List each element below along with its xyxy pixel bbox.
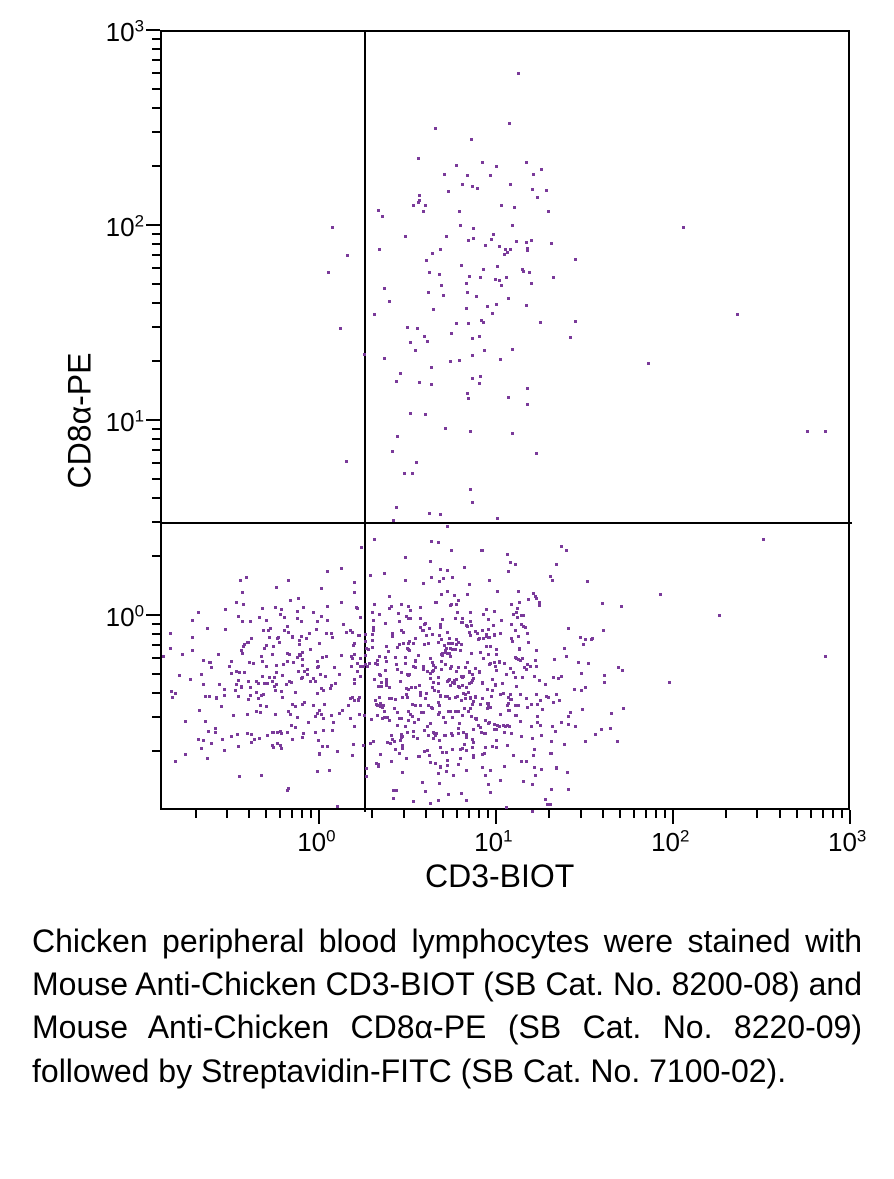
x-minor-tick (796, 810, 798, 818)
y-tick-label: 103 (96, 16, 144, 48)
y-minor-tick (152, 72, 160, 74)
x-minor-tick (442, 810, 444, 818)
y-minor-tick (152, 107, 160, 109)
x-minor-tick (487, 810, 489, 818)
y-minor-tick (152, 267, 160, 269)
y-tick (146, 419, 160, 421)
y-minor-tick (152, 750, 160, 752)
y-minor-tick (152, 644, 160, 646)
y-minor-tick (152, 673, 160, 675)
quadrant-divider-vertical (364, 32, 366, 812)
y-minor-tick (152, 462, 160, 464)
x-minor-tick (279, 810, 281, 818)
y-minor-tick (152, 428, 160, 430)
y-minor-tick (152, 59, 160, 61)
x-minor-tick (756, 810, 758, 818)
x-tick-label: 102 (651, 826, 689, 858)
plot-area (160, 30, 850, 810)
y-minor-tick (152, 165, 160, 167)
y-minor-tick (152, 555, 160, 557)
x-axis-label: CD3-BIOT (425, 858, 574, 895)
x-minor-tick (195, 810, 197, 818)
y-minor-tick (152, 521, 160, 523)
x-tick-label: 103 (828, 826, 866, 858)
x-minor-tick (310, 810, 312, 818)
x-minor-tick (633, 810, 635, 818)
x-minor-tick (580, 810, 582, 818)
x-minor-tick (645, 810, 647, 818)
x-minor-tick (248, 810, 250, 818)
x-minor-tick (841, 810, 843, 818)
y-minor-tick (152, 633, 160, 635)
y-minor-tick (152, 716, 160, 718)
x-minor-tick (779, 810, 781, 818)
x-tick-label: 101 (474, 826, 512, 858)
y-minor-tick (152, 478, 160, 480)
x-minor-tick (664, 810, 666, 818)
quadrant-divider-horizontal (162, 522, 852, 524)
x-minor-tick (226, 810, 228, 818)
x-minor-tick (478, 810, 480, 818)
x-tick (672, 810, 674, 824)
x-minor-tick (619, 810, 621, 818)
x-minor-tick (468, 810, 470, 818)
y-minor-tick (152, 623, 160, 625)
y-minor-tick (152, 449, 160, 451)
x-minor-tick (725, 810, 727, 818)
x-tick (849, 810, 851, 824)
y-tick-label: 100 (96, 601, 144, 633)
y-minor-tick (152, 657, 160, 659)
y-minor-tick (152, 48, 160, 50)
y-tick (146, 29, 160, 31)
x-minor-tick (301, 810, 303, 818)
y-tick (146, 614, 160, 616)
y-minor-tick (152, 243, 160, 245)
y-minor-tick (152, 438, 160, 440)
x-minor-tick (810, 810, 812, 818)
x-tick-label: 100 (297, 826, 335, 858)
y-minor-tick (152, 254, 160, 256)
y-tick-label: 102 (96, 211, 144, 243)
y-minor-tick (152, 283, 160, 285)
x-minor-tick (832, 810, 834, 818)
y-axis-label: CD8α-PE (62, 331, 99, 511)
y-tick (146, 224, 160, 226)
y-minor-tick (152, 497, 160, 499)
x-minor-tick (548, 810, 550, 818)
figure-caption: Chicken peripheral blood lymphocytes wer… (32, 920, 862, 1093)
x-tick (318, 810, 320, 824)
x-minor-tick (602, 810, 604, 818)
x-minor-tick (425, 810, 427, 818)
x-minor-tick (456, 810, 458, 818)
y-minor-tick (152, 233, 160, 235)
x-minor-tick (403, 810, 405, 818)
y-minor-tick (152, 360, 160, 362)
x-minor-tick (655, 810, 657, 818)
y-tick-label: 101 (96, 406, 144, 438)
x-minor-tick (371, 810, 373, 818)
y-minor-tick (152, 326, 160, 328)
y-minor-tick (152, 131, 160, 133)
y-minor-tick (152, 302, 160, 304)
y-minor-tick (152, 692, 160, 694)
y-minor-tick (152, 88, 160, 90)
x-tick (495, 810, 497, 824)
y-minor-tick (152, 38, 160, 40)
x-minor-tick (291, 810, 293, 818)
scatter-chart: CD8α-PE CD3-BIOT 10010110210310010110210… (30, 20, 864, 890)
x-minor-tick (265, 810, 267, 818)
x-minor-tick (822, 810, 824, 818)
